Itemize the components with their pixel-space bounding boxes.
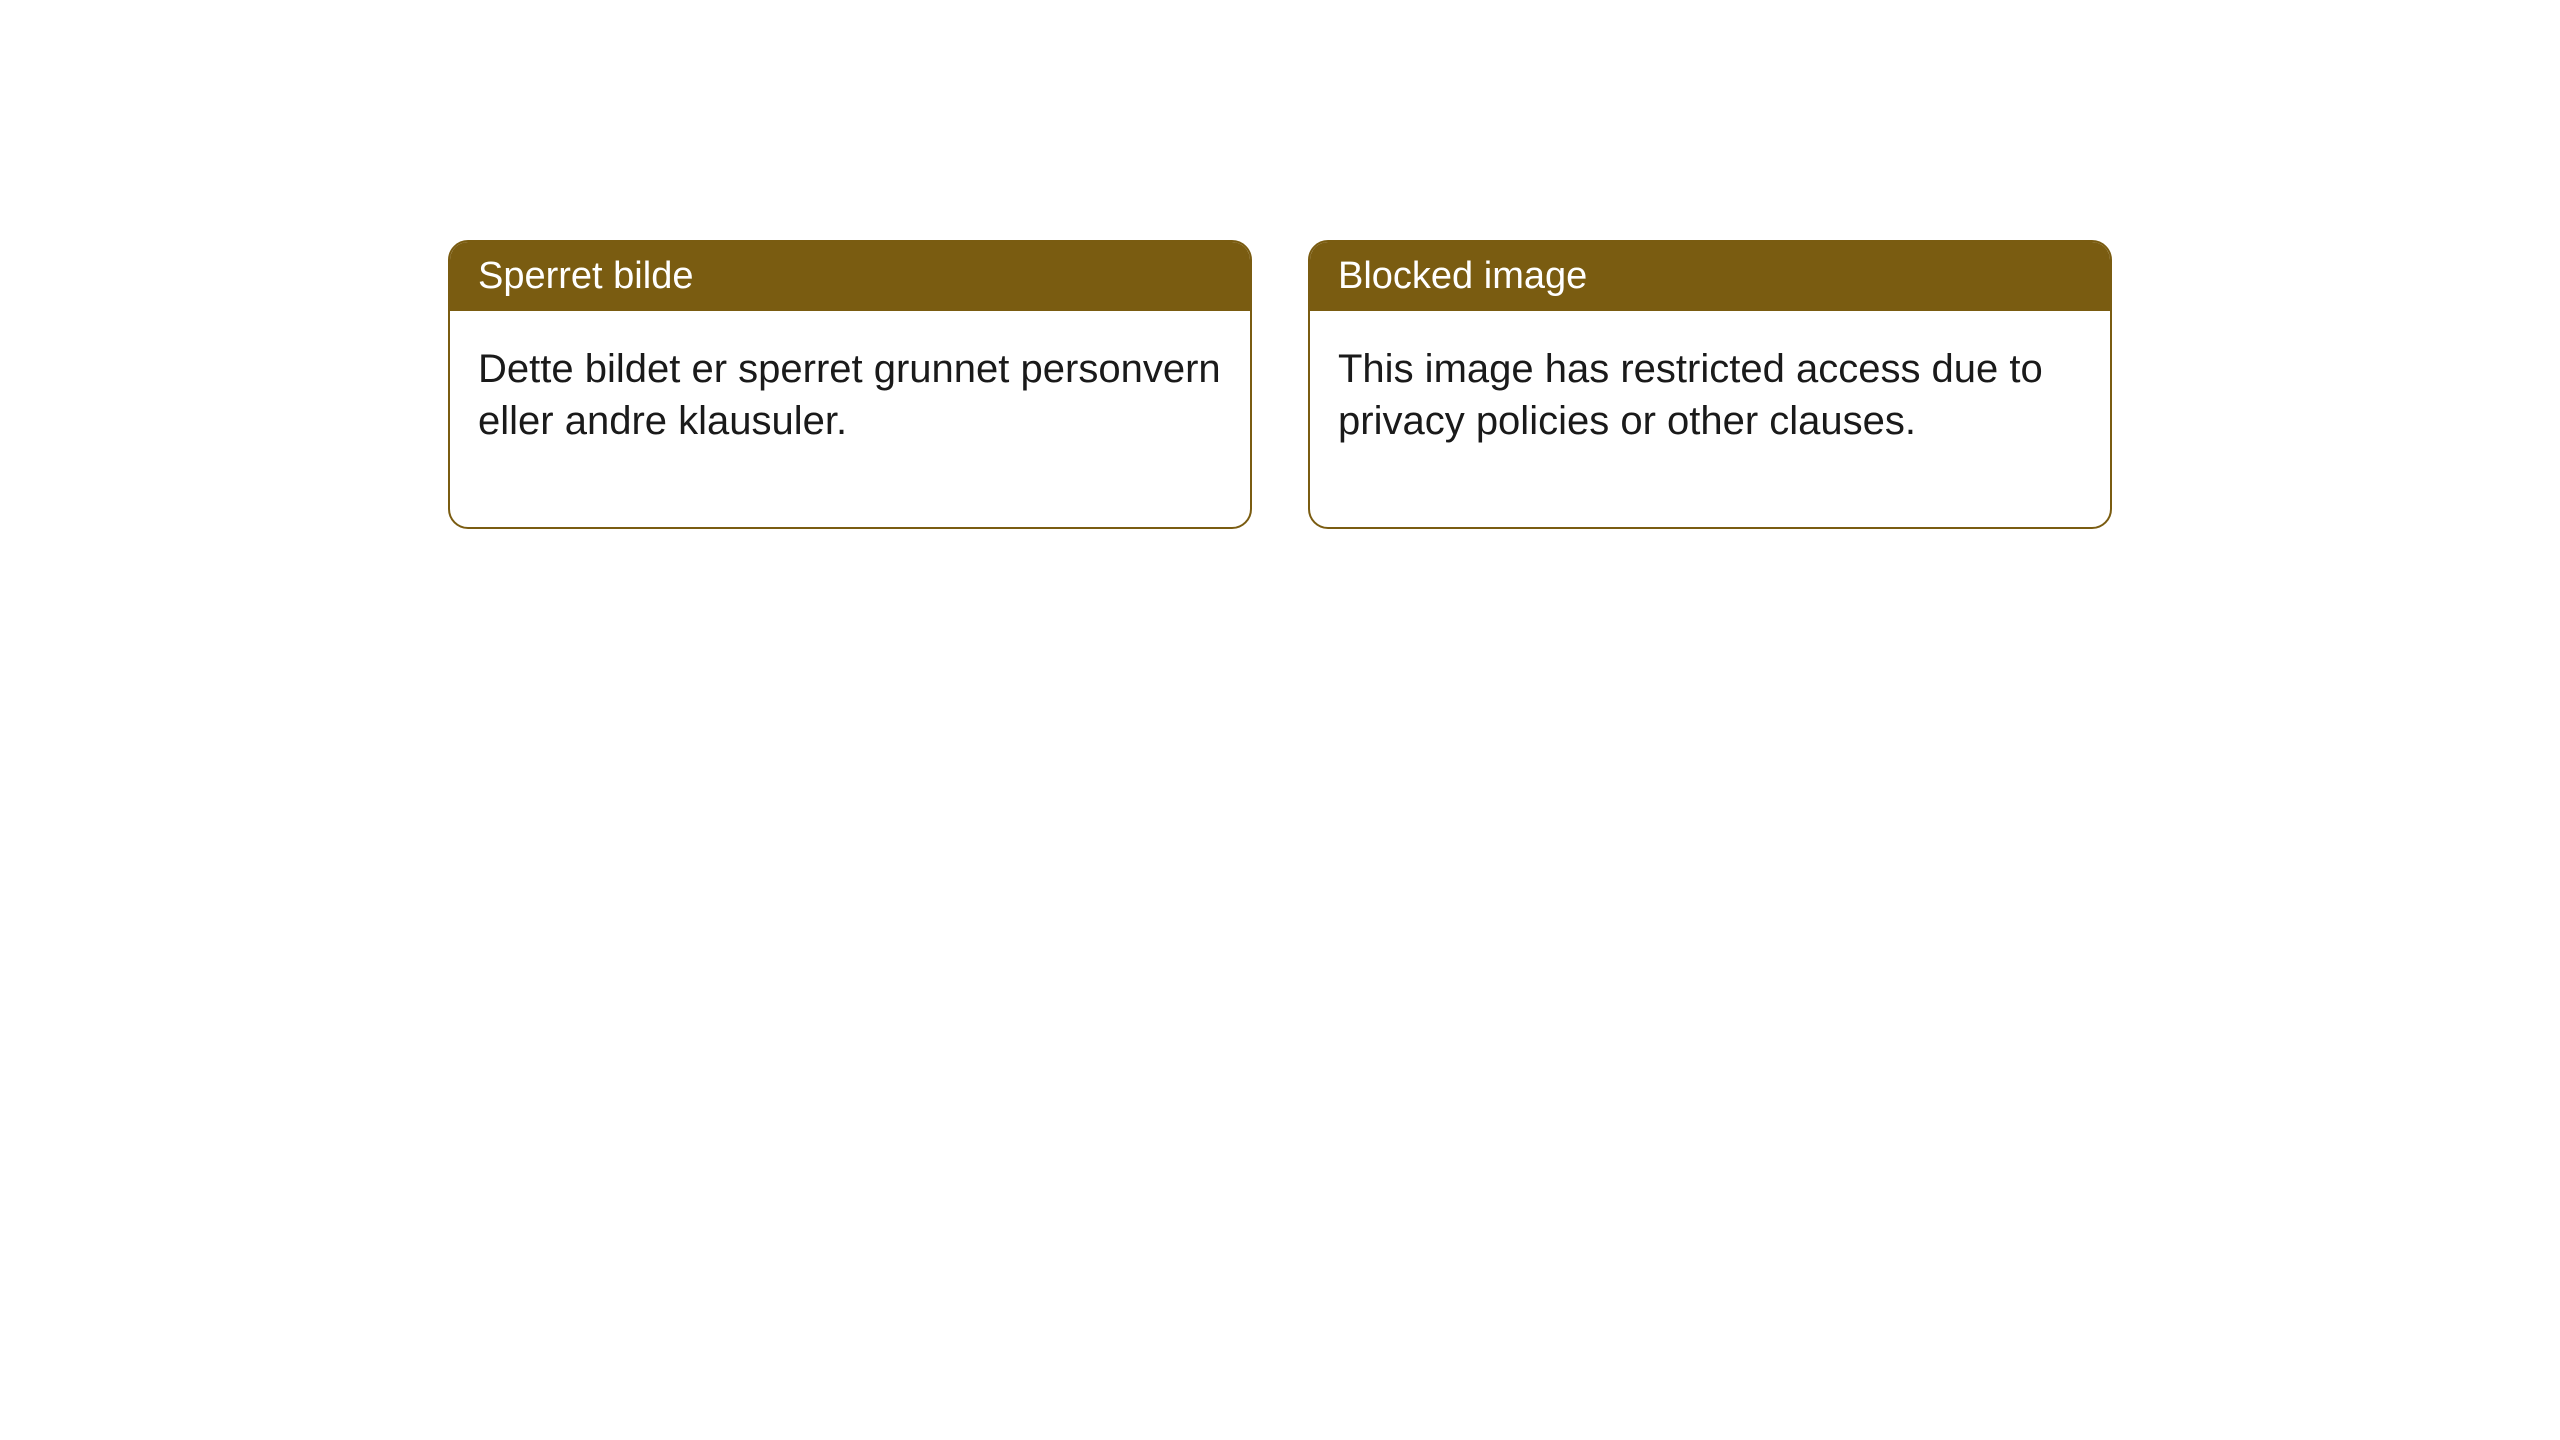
card-body: This image has restricted access due to …: [1310, 311, 2110, 527]
card-header: Sperret bilde: [450, 242, 1250, 311]
card-title: Blocked image: [1338, 255, 1587, 297]
card-message: This image has restricted access due to …: [1338, 347, 2043, 443]
notice-card-english: Blocked image This image has restricted …: [1308, 240, 2112, 529]
notice-container: Sperret bilde Dette bildet er sperret gr…: [0, 0, 2560, 529]
card-title: Sperret bilde: [478, 255, 693, 297]
card-message: Dette bildet er sperret grunnet personve…: [478, 347, 1221, 443]
card-header: Blocked image: [1310, 242, 2110, 311]
card-body: Dette bildet er sperret grunnet personve…: [450, 311, 1250, 527]
notice-card-norwegian: Sperret bilde Dette bildet er sperret gr…: [448, 240, 1252, 529]
